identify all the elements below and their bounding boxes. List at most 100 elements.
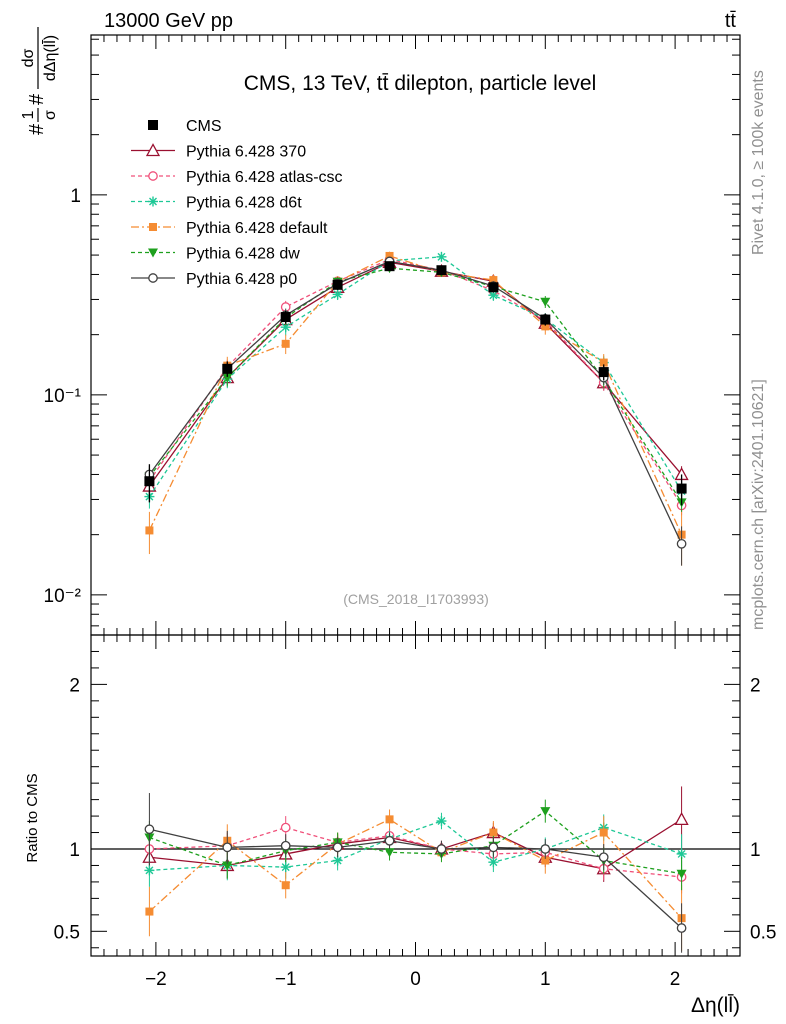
- ratio-point: [436, 816, 447, 827]
- ratio-panel-frame: [90, 634, 741, 957]
- source-label: mcplots.cern.ch [arXiv:2401.10621]: [750, 379, 767, 630]
- ratio-point: [488, 857, 499, 868]
- star-stroke: [437, 817, 446, 826]
- x-tick-label: −2: [145, 969, 167, 990]
- ratio-point: [489, 828, 498, 837]
- ylabel-mid: #: [26, 93, 48, 105]
- y-tick-label: 1: [69, 840, 80, 861]
- ratio-point: [385, 815, 394, 824]
- ratio-point: [144, 824, 155, 835]
- ratio-point: [280, 822, 291, 833]
- ratio-point: [332, 842, 343, 853]
- series-top: [142, 251, 689, 566]
- star-stroke: [437, 252, 446, 261]
- data-point: [144, 476, 155, 487]
- y-axis-label-top: # 1 σ # dσ dΔη(ll̄): [20, 27, 59, 135]
- ratio-point: [676, 923, 687, 933]
- chart-title: CMS, 13 TeV, tt̄ dilepton, particle leve…: [244, 72, 597, 95]
- data-point: [332, 279, 343, 290]
- legend-label: Pythia 6.428 370: [186, 144, 306, 161]
- series-point: [599, 358, 608, 367]
- data-point: [598, 367, 609, 378]
- header-right-label: tt̄: [725, 10, 737, 32]
- legend-label: CMS: [186, 118, 222, 135]
- ratio-line: [149, 826, 682, 878]
- ratio-point: [674, 812, 689, 826]
- axes-ratio: −2 −1 0 1 2 0.5 0.5 1 1 2 2: [54, 634, 776, 990]
- series-line: [148, 260, 683, 545]
- y-tick-label: 0.5: [54, 922, 80, 943]
- ratio-point: [488, 842, 499, 853]
- star-stroke: [281, 863, 290, 872]
- star-stroke: [677, 849, 686, 858]
- ratio-point: [280, 862, 291, 873]
- legend-marker: [148, 120, 158, 130]
- x-axis-label: Δη(ll̄): [691, 993, 740, 1017]
- series-point: [540, 297, 551, 307]
- data-points: [144, 261, 687, 506]
- y-axis-label-ratio: Ratio to CMS: [24, 773, 41, 862]
- ratio-point: [222, 861, 233, 871]
- ratio-point: [541, 856, 550, 865]
- ylabel-den1: σ: [42, 110, 59, 120]
- legend: CMS Pythia 6.428 370 Pythia 6.428 atlas-cs…: [131, 118, 343, 288]
- ratio-point: [281, 881, 290, 890]
- series-ratio: [142, 786, 689, 953]
- ratio-point: [384, 835, 395, 846]
- series-point: [281, 339, 290, 348]
- data-point: [488, 282, 499, 293]
- star-stroke: [145, 866, 154, 875]
- series-line: [148, 267, 683, 503]
- legend-label: Pythia 6.428 atlas-csc: [186, 169, 343, 186]
- ratio-point: [144, 865, 155, 876]
- series-point: [541, 322, 550, 331]
- legend-label: Pythia 6.428 d6t: [186, 195, 302, 212]
- legend-marker: [148, 248, 158, 258]
- star-stroke: [149, 197, 157, 206]
- star-stroke: [281, 323, 290, 332]
- data-point: [222, 363, 233, 374]
- x-tick-label: −1: [275, 969, 297, 990]
- legend-marker: [148, 196, 158, 207]
- ylabel-den2: dΔη(ll̄): [41, 35, 59, 81]
- x-tick-label: 2: [670, 969, 681, 990]
- y-tick-label: 2: [69, 675, 80, 696]
- legend-label: Pythia 6.428 default: [186, 220, 328, 237]
- y-tick-label-right: 1: [750, 840, 761, 861]
- series-point: [145, 526, 154, 535]
- ratio-point: [436, 844, 447, 854]
- y-tick-label-right: 2: [750, 675, 761, 696]
- ylabel-num1: 1: [20, 110, 37, 119]
- legend-marker: [148, 273, 158, 283]
- data-point: [384, 261, 395, 272]
- legend-marker: [149, 223, 157, 231]
- legend-label: Pythia 6.428 dw: [186, 246, 300, 263]
- ylabel-num2: dσ: [20, 48, 37, 67]
- ratio-line: [149, 818, 682, 870]
- series-point: [436, 251, 447, 262]
- star-stroke: [333, 856, 342, 865]
- star-stroke: [489, 291, 498, 300]
- series-point: [222, 373, 233, 383]
- data-point: [540, 314, 551, 325]
- data-point: [436, 265, 447, 276]
- x-tick-label: 0: [410, 969, 421, 990]
- series-point: [332, 289, 343, 300]
- ratio-point: [280, 840, 291, 851]
- legend-marker: [148, 171, 158, 181]
- ratio-point: [145, 907, 154, 916]
- axes-top: 10⁻² 10⁻¹ 1: [44, 35, 741, 635]
- header-left-label: 13000 GeV pp: [104, 10, 233, 32]
- series-line: [148, 258, 683, 506]
- data-point: [676, 483, 687, 494]
- ratio-point: [540, 807, 551, 817]
- y-tick-label: 10⁻²: [44, 586, 82, 607]
- ylabel-prefix: #: [26, 123, 48, 135]
- ratio-point: [540, 844, 551, 854]
- ratio-line: [149, 810, 682, 875]
- y-tick-label: 1: [70, 186, 81, 207]
- ratio-point: [599, 828, 608, 837]
- series-point: [385, 251, 394, 260]
- series-point: [489, 276, 498, 285]
